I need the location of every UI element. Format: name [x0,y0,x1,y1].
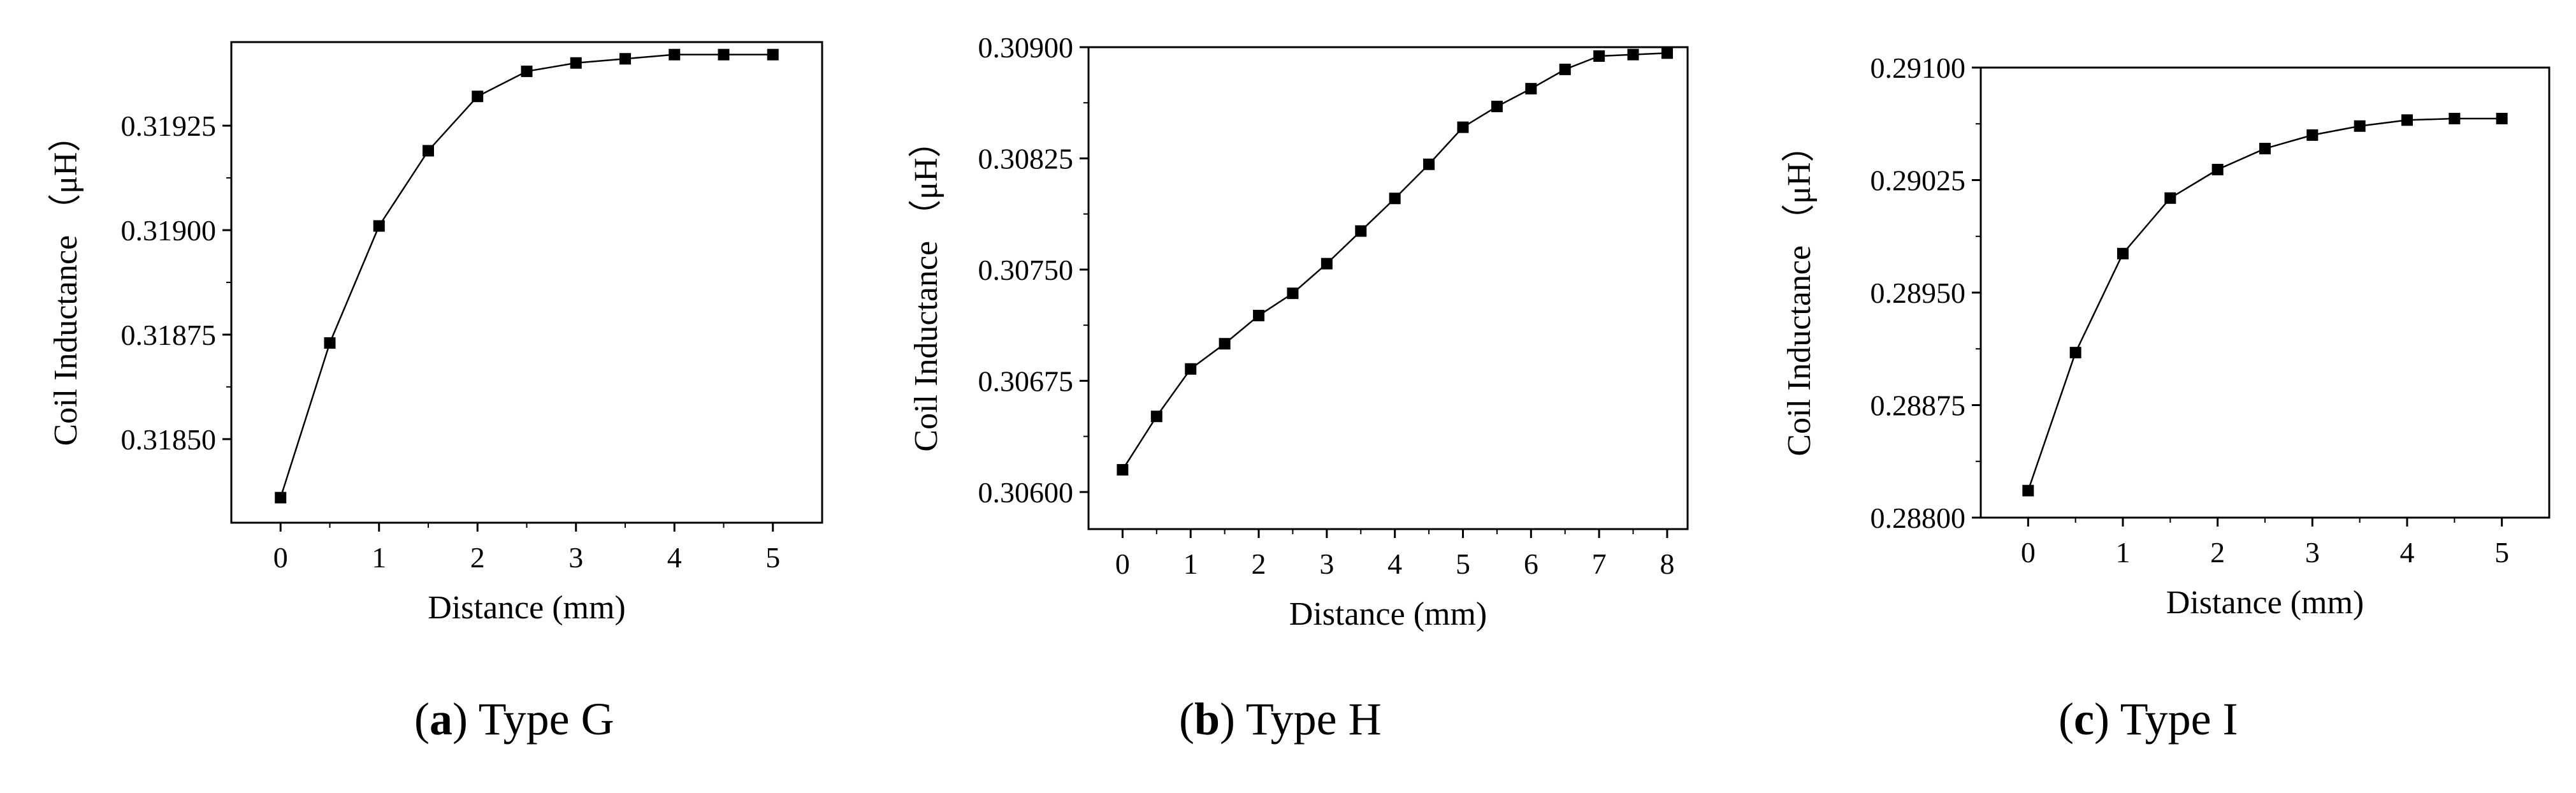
data-point [1593,50,1605,62]
data-point [1321,258,1333,270]
x-tick-label: 4 [667,541,682,574]
plot-frame [1979,66,2551,519]
data-point [1219,338,1231,350]
x-axis-label: Distance (mm) [1289,596,1487,632]
data-point [472,91,484,103]
x-tick-label: 0 [1115,548,1130,580]
data-point [423,145,434,157]
y-tick-label: 0.30600 [978,476,1074,509]
y-tick-label: 0.30825 [978,142,1074,175]
subfigure-caption: (b) Type H [1179,694,1382,745]
y-tick-label: 0.31875 [121,319,217,351]
data-point [1661,47,1673,59]
x-tick-label: 3 [568,541,583,574]
chart-b: 0 1 2 3 4 5 6 7 8 0.30600 0.30675 0.30750 0.30825 0.3… [908,31,1689,745]
data-point [2022,484,2034,497]
data-point [373,220,385,232]
x-tick-label: 5 [1456,548,1470,580]
data-point [275,491,287,504]
x-tick-label: 7 [1592,548,1607,580]
data-point [2117,247,2129,259]
data-point [1287,287,1299,300]
data-point [1355,225,1367,237]
data-point [324,337,336,349]
x-tick-label: 3 [2305,536,2320,569]
data-point [1457,121,1469,133]
data-point [2306,129,2319,141]
x-tick-label: 5 [2494,536,2509,569]
data-point [1253,310,1265,322]
data-point [2449,113,2461,125]
data-point [1389,193,1401,205]
y-axis-label: Coil Inductance （μH） [908,124,944,451]
y-tick-label: 0.28950 [1870,277,1966,309]
y-tick-label: 0.28875 [1870,389,1966,422]
y-tick-label: 0.31850 [121,423,217,456]
x-axis-label: Distance (mm) [428,590,625,626]
x-tick-label: 0 [273,541,288,574]
y-tick-label: 0.29025 [1870,164,1966,197]
y-tick-label: 0.30900 [978,31,1074,64]
subfigure-caption: (c) Type I [2059,694,2238,745]
data-point [2401,114,2413,126]
y-tick-label: 0.31900 [121,214,217,247]
y-axis-label: Coil Inductance （μH） [1781,129,1818,456]
data-point [767,48,779,61]
data-point [1627,48,1639,61]
data-point [1117,463,1129,476]
data-point [619,53,631,65]
data-point [718,48,730,61]
x-axis-label: Distance (mm) [2166,585,2364,621]
series-line [280,54,773,498]
y-tick-label: 0.30750 [978,254,1074,286]
data-point [1525,83,1537,95]
data-point [2259,143,2271,155]
data-point [2211,164,2224,176]
plot-frame [1087,46,1689,530]
data-point [570,57,582,69]
chart-c: 0 1 2 3 4 5 0.28800 0.28875 0.28950 0.29025 0.2910… [1781,52,2551,745]
data-point [2069,347,2081,359]
series-line [1122,52,1668,470]
x-tick-label: 1 [372,541,386,574]
x-tick-label: 2 [2210,536,2225,569]
x-tick-label: 1 [1183,548,1198,580]
data-point [669,48,681,61]
data-point [1559,63,1571,75]
x-tick-label: 5 [765,541,780,574]
data-point [1185,363,1197,375]
data-point [2496,113,2508,125]
data-point [1491,101,1503,113]
series-line [2027,117,2502,491]
subfigure-caption: (a) Type G [414,694,614,745]
data-point [1423,158,1435,170]
data-point [2354,120,2366,132]
y-tick-label: 0.30675 [978,365,1074,397]
x-tick-label: 0 [2021,536,2036,569]
x-tick-label: 4 [2400,536,2415,569]
data-point [521,65,533,77]
y-axis-label: Coil Inductance （μH） [48,119,84,446]
x-tick-label: 8 [1660,548,1674,580]
x-tick-label: 6 [1524,548,1538,580]
x-tick-label: 3 [1319,548,1334,580]
data-point [1150,411,1162,423]
x-tick-label: 2 [470,541,485,574]
x-tick-label: 1 [2116,536,2131,569]
plot-frame [230,41,823,524]
y-tick-label: 0.28800 [1870,502,1966,534]
chart-a: 0 1 2 3 4 5 0.31850 0.31875 0.31900 0.31925 Distan… [48,41,823,745]
y-tick-label: 0.31925 [121,110,217,142]
data-point [2164,192,2176,204]
x-tick-label: 4 [1387,548,1402,580]
y-tick-label: 0.29100 [1870,52,1966,84]
x-tick-label: 2 [1252,548,1266,580]
